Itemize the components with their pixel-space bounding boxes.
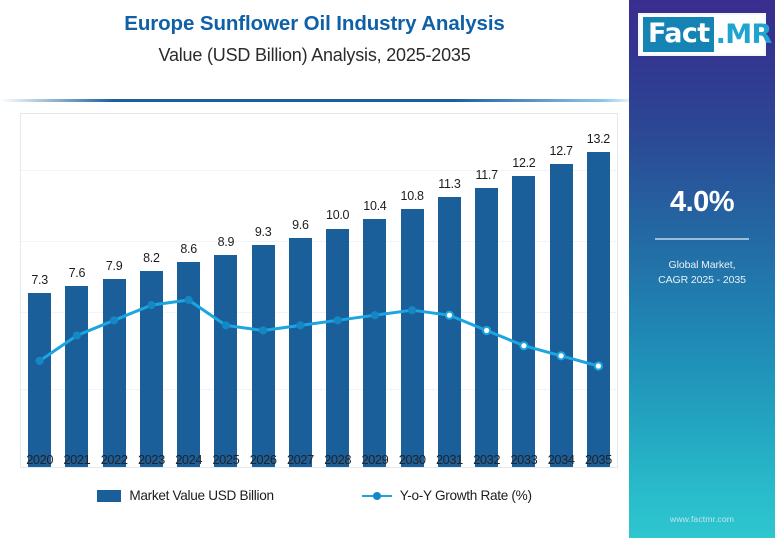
logo-text-fact: Fact (643, 17, 714, 52)
bar-2031[interactable] (437, 197, 461, 467)
growth-point-2020[interactable] (35, 356, 44, 365)
x-tick-2027: 2027 (286, 452, 314, 467)
growth-point-2028[interactable] (333, 316, 342, 325)
chart-legend: Market Value USD Billion Y-o-Y Growth Ra… (0, 488, 629, 503)
brand-panel: Fact .MR 4.0% Global Market, CAGR 2025 -… (629, 0, 775, 538)
gridline (21, 241, 617, 243)
growth-point-2031[interactable] (444, 310, 454, 320)
x-tick-2026: 2026 (249, 452, 277, 467)
plot-area: 7.3 7.6 7.9 8.2 8.6 8.9 9.3 9.6 10.0 10.4 10.8 11.3… (21, 114, 617, 467)
x-tick-2024: 2024 (175, 452, 203, 467)
x-tick-2020: 2020 (26, 452, 54, 467)
factmr-logo[interactable]: Fact .MR (638, 13, 772, 56)
chart-panel: Europe Sunflower Oil Industry Analysis V… (0, 0, 629, 503)
bar-value-label-2022: 7.9 (105, 258, 123, 273)
chart-header: Europe Sunflower Oil Industry Analysis V… (0, 0, 629, 100)
header-divider (0, 99, 629, 102)
legend-label-market-value: Market Value USD Billion (129, 488, 274, 503)
x-tick-2034: 2034 (547, 452, 575, 467)
x-tick-2032: 2032 (473, 452, 501, 467)
line-marker-icon (361, 490, 392, 502)
bar-value-label-2021: 7.6 (68, 265, 86, 280)
brand-caption-line2: CAGR 2025 - 2035 (658, 274, 746, 286)
bar-2021[interactable] (65, 285, 89, 467)
legend-item-market-value[interactable]: Market Value USD Billion (97, 488, 274, 503)
growth-point-2022[interactable] (110, 316, 119, 325)
x-tick-2035: 2035 (584, 452, 612, 467)
growth-rate-line (38, 298, 600, 368)
bar-value-label-2027: 9.6 (292, 218, 309, 233)
bar-value-label-2031: 11.3 (438, 177, 461, 192)
value-labels-layer: 7.3 7.6 7.9 8.2 8.6 8.9 9.3 9.6 10.0 10.4 10.8 11.3… (21, 114, 617, 467)
x-tick-2030: 2030 (398, 452, 426, 467)
chart-subtitle: Value (USD Billion) Analysis, 2025-2035 (158, 45, 471, 65)
brand-divider (655, 238, 749, 240)
bar-value-label-2028: 10.0 (326, 208, 350, 223)
bar-value-label-2033: 12.2 (512, 156, 536, 170)
growth-point-2035[interactable] (593, 361, 604, 371)
brand-caption-line1: Global Market, (668, 259, 736, 271)
gridline (21, 389, 617, 391)
bar-2028[interactable] (326, 228, 350, 467)
bar-2023[interactable] (139, 271, 163, 467)
bar-2025[interactable] (214, 254, 238, 467)
x-tick-2028: 2028 (324, 452, 352, 467)
growth-point-2023[interactable] (147, 301, 156, 310)
x-tick-2031: 2031 (435, 452, 463, 467)
growth-point-2029[interactable] (370, 311, 379, 320)
bar-2024[interactable] (177, 261, 201, 467)
x-tick-2033: 2033 (510, 452, 538, 467)
bar-2026[interactable] (251, 245, 275, 467)
logo-text-mr: .MR (715, 19, 773, 50)
growth-point-2033[interactable] (519, 341, 529, 351)
bar-value-label-2023: 8.2 (143, 251, 160, 266)
cagr-value: 4.0% (669, 186, 735, 218)
bar-2020[interactable] (28, 292, 52, 467)
growth-point-2024[interactable] (184, 295, 193, 305)
bar-value-label-2024: 8.6 (180, 241, 197, 256)
x-tick-2025: 2025 (212, 452, 240, 467)
growth-point-2034[interactable] (556, 351, 566, 361)
growth-point-2026[interactable] (259, 326, 268, 335)
growth-point-2032[interactable] (482, 325, 492, 336)
page-title: Europe Sunflower Oil Industry Analysis (124, 12, 505, 35)
x-tick-2023: 2023 (137, 452, 165, 467)
bar-2030[interactable] (400, 209, 424, 467)
gridline (21, 170, 617, 172)
legend-item-growth-rate[interactable]: Y-o-Y Growth Rate (%) (361, 488, 532, 503)
bar-value-label-2034: 12.7 (549, 144, 573, 159)
growth-point-2030[interactable] (408, 306, 417, 315)
bar-2033[interactable] (512, 176, 536, 467)
bar-2034[interactable] (549, 164, 573, 467)
growth-line-layer (35, 295, 604, 371)
brand-caption: Global Market, CAGR 2025 - 2035 (629, 258, 775, 288)
x-tick-2021: 2021 (63, 452, 91, 467)
brand-url: www.factmr.com (670, 514, 734, 524)
x-axis-labels: 2020 2021 2022 2023 2024 2025 2026 2027 2028 2029… (21, 452, 617, 478)
bar-value-label-2032: 11.7 (475, 167, 499, 182)
bar-value-label-2025: 8.9 (217, 234, 235, 249)
growth-point-2027[interactable] (296, 321, 305, 330)
bar-2022[interactable] (102, 278, 126, 467)
bar-value-label-2020: 7.3 (31, 272, 48, 287)
gridline (21, 311, 617, 313)
bar-swatch-icon (97, 489, 122, 502)
bar-value-label-2026: 9.3 (254, 225, 272, 240)
bar-2035[interactable] (586, 152, 610, 467)
bar-value-label-2029: 10.4 (363, 198, 387, 213)
x-tick-2022: 2022 (100, 452, 128, 467)
bar-2027[interactable] (288, 238, 312, 467)
growth-point-2025[interactable] (221, 321, 230, 330)
bars-layer (21, 114, 617, 467)
bar-value-label-2030: 10.8 (400, 189, 424, 204)
bar-2029[interactable] (363, 218, 387, 467)
x-tick-2029: 2029 (361, 452, 389, 467)
legend-label-growth-rate: Y-o-Y Growth Rate (%) (399, 488, 532, 503)
growth-point-2021[interactable] (72, 331, 82, 340)
bar-value-label-2035: 13.2 (586, 132, 610, 147)
